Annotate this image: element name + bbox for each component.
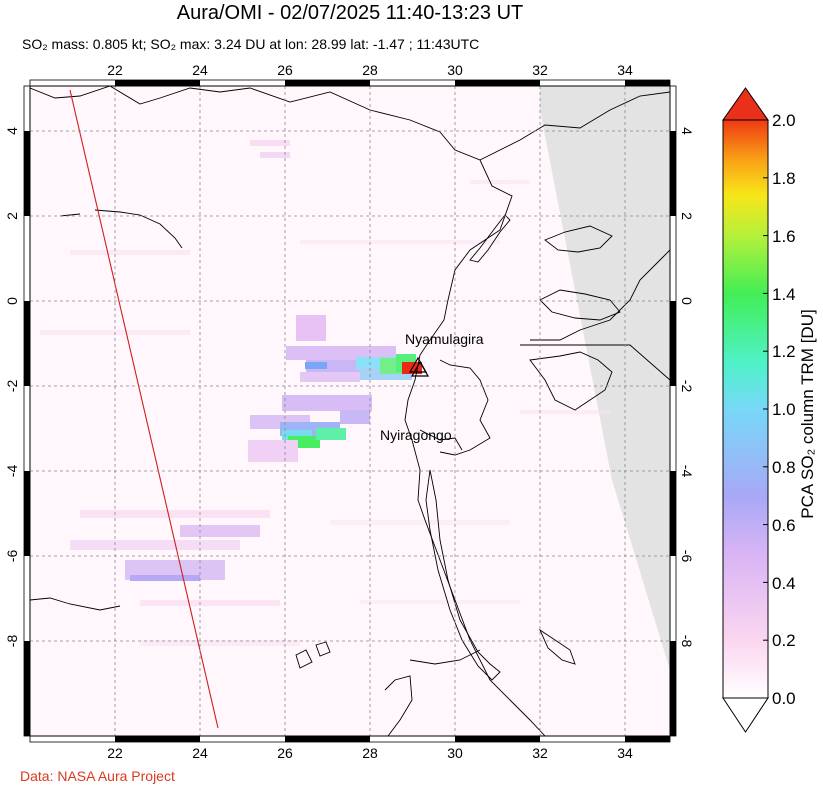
colorbar-tick-label: 1.6 <box>772 227 796 246</box>
lon-label: 32 <box>532 62 548 78</box>
colorbar-tick-label: 1.0 <box>772 400 796 419</box>
lat-label: 2 <box>679 212 695 220</box>
volcano-label-nyiragongo: Nyiragongo <box>380 427 452 443</box>
lat-label: -2 <box>679 380 695 393</box>
lon-labels-top: 22 24 26 28 30 32 34 <box>107 62 633 78</box>
colorbar-tick-label: 1.8 <box>772 169 796 188</box>
colorbar-tick-label: 2.0 <box>772 111 796 130</box>
lat-label: -8 <box>4 635 20 648</box>
colorbar-min-arrow <box>722 697 769 733</box>
lat-label: 0 <box>679 297 695 305</box>
lat-labels-right: 4 2 0 -2 -4 -6 -8 <box>679 127 695 647</box>
lat-label: -6 <box>4 550 20 563</box>
lat-label: -2 <box>4 380 20 393</box>
lon-label: 34 <box>617 62 633 78</box>
lon-labels-bottom: 22 24 26 28 30 32 34 <box>107 745 633 761</box>
lon-label: 30 <box>447 62 463 78</box>
map-content <box>30 86 670 736</box>
colorbar-tick-label: 0.6 <box>772 516 796 535</box>
lat-label: -4 <box>679 465 695 478</box>
colorbar-tick-label: 0.2 <box>772 631 796 650</box>
colorbar-tick-label: 0.0 <box>772 689 796 708</box>
lon-label: 34 <box>617 745 633 761</box>
map-subtitle: SO₂ mass: 0.805 kt; SO₂ max: 3.24 DU at … <box>22 36 480 52</box>
lat-label: -6 <box>679 550 695 563</box>
colorbar-tick-label: 1.2 <box>772 342 796 361</box>
lon-label: 24 <box>192 745 208 761</box>
map-frame <box>23 79 677 743</box>
grid <box>30 86 670 736</box>
lon-label: 30 <box>447 745 463 761</box>
lat-label: -4 <box>4 465 20 478</box>
no-data-region <box>540 86 670 670</box>
lat-label: 4 <box>679 127 695 135</box>
lon-label: 26 <box>277 62 293 78</box>
colorbar: 2.0 1.8 1.6 1.4 1.2 1.0 0.8 0.6 0.4 0.2 … <box>722 87 796 733</box>
lat-label: -8 <box>679 635 695 648</box>
orbit-track-line <box>69 89 219 729</box>
lat-labels-left: 4 2 0 -2 -4 -6 -8 <box>4 127 20 647</box>
lon-label: 24 <box>192 62 208 78</box>
colorbar-label: PCA SO₂ column TRM [DU] <box>798 309 817 519</box>
lon-label: 32 <box>532 745 548 761</box>
lat-label: 4 <box>4 127 20 135</box>
map-title: Aura/OMI - 02/07/2025 11:40-13:23 UT <box>176 2 524 24</box>
colorbar-tick-label: 0.4 <box>772 574 796 593</box>
volcano-markers: Nyamulagira Nyiragongo <box>380 331 484 443</box>
volcano-label-nyamulagira: Nyamulagira <box>405 331 484 347</box>
so2-plume <box>125 315 422 581</box>
colorbar-tick-label: 0.8 <box>772 458 796 477</box>
lat-label: 2 <box>4 212 20 220</box>
lat-label: 0 <box>4 297 20 305</box>
lon-label: 22 <box>107 745 123 761</box>
lon-label: 28 <box>362 62 378 78</box>
colorbar-tick-label: 1.4 <box>772 285 796 304</box>
lon-label: 28 <box>362 745 378 761</box>
volcano-triangle-icon <box>410 360 430 377</box>
data-credit: Data: NASA Aura Project <box>20 768 175 784</box>
lon-label: 22 <box>107 62 123 78</box>
colorbar-max-arrow <box>722 87 769 121</box>
boundaries <box>30 86 670 736</box>
lon-label: 26 <box>277 745 293 761</box>
colorbar-body <box>722 119 769 699</box>
